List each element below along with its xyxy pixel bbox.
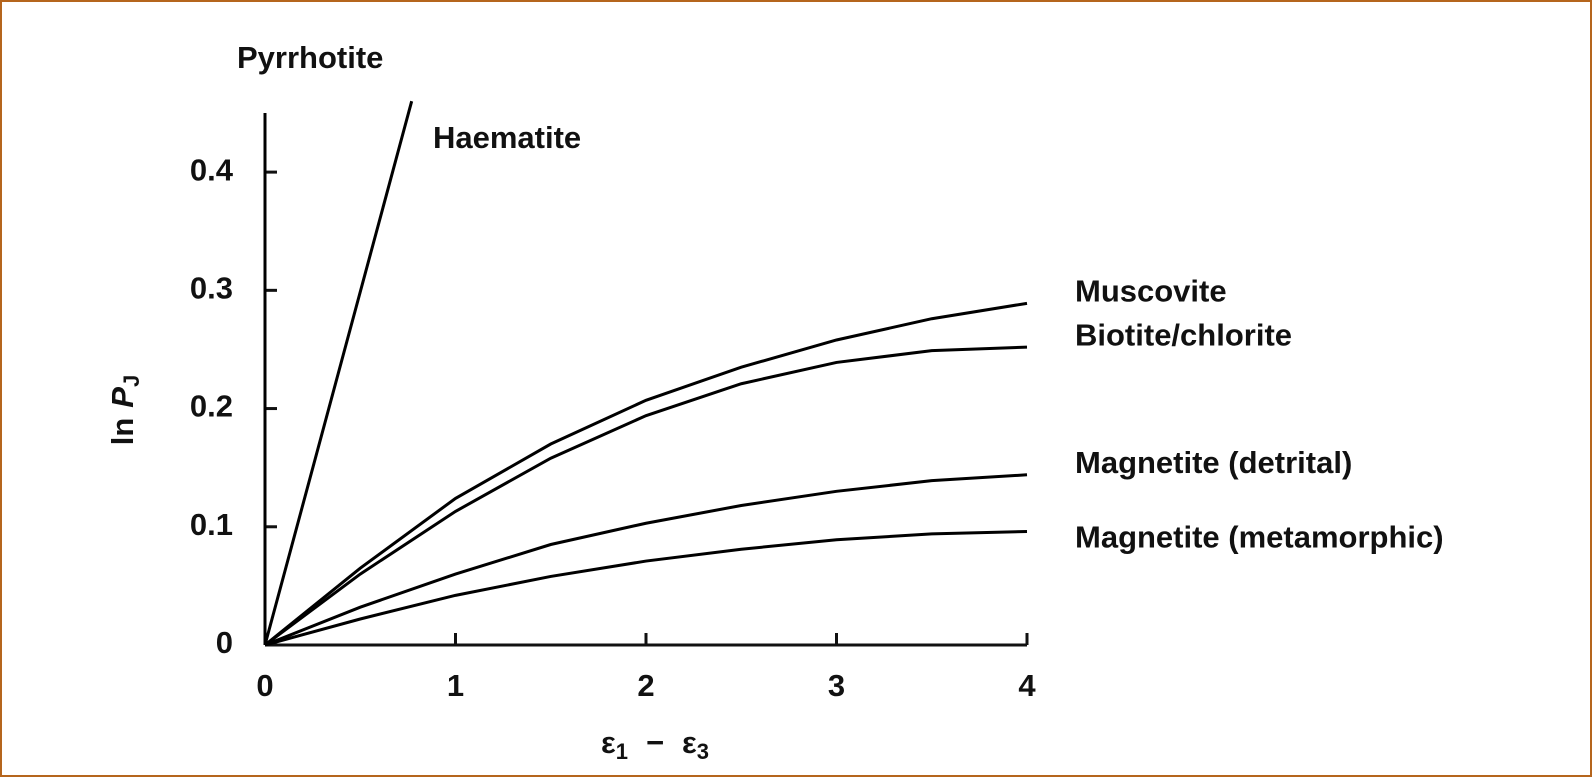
y-tick-label: 0.1 [190, 507, 233, 542]
y-tick-label: 0.2 [190, 389, 233, 424]
y-tick-label: 0.4 [190, 152, 234, 187]
x-label-part: ε [682, 725, 697, 760]
series-label: Magnetite (metamorphic) [1075, 520, 1444, 555]
series-label: Biotite/chlorite [1075, 317, 1292, 352]
series-line [264, 345, 1028, 647]
y-label-part: ln [105, 418, 140, 446]
x-tick-label: 4 [1018, 668, 1036, 703]
x-tick-label: 2 [637, 668, 654, 703]
x-label-part: − [646, 725, 664, 760]
x-label-part: 1 [616, 739, 628, 764]
x-tick-label: 1 [447, 668, 464, 703]
x-tick-label: 3 [828, 668, 845, 703]
series-label: Muscovite [1075, 274, 1227, 309]
series-line [264, 473, 1028, 647]
series-label: Magnetite (detrital) [1075, 445, 1352, 480]
y-tick-label: 0.3 [190, 271, 233, 306]
x-tick-label: 0 [256, 668, 273, 703]
y-tick-label: 0 [216, 625, 233, 660]
series-label: Haematite [433, 120, 581, 155]
x-axis-label: ε1− ε3 [601, 725, 709, 764]
y-axis-label: ln PJ [105, 375, 144, 446]
series-line [263, 100, 414, 646]
series-line [264, 530, 1028, 647]
x-label-part: 3 [697, 739, 709, 764]
x-label-part: ε [601, 725, 616, 760]
y-label-part: J [119, 375, 144, 387]
series-line [264, 301, 1028, 647]
y-label-part: P [105, 387, 140, 408]
series-label: Pyrrhotite [237, 40, 383, 75]
